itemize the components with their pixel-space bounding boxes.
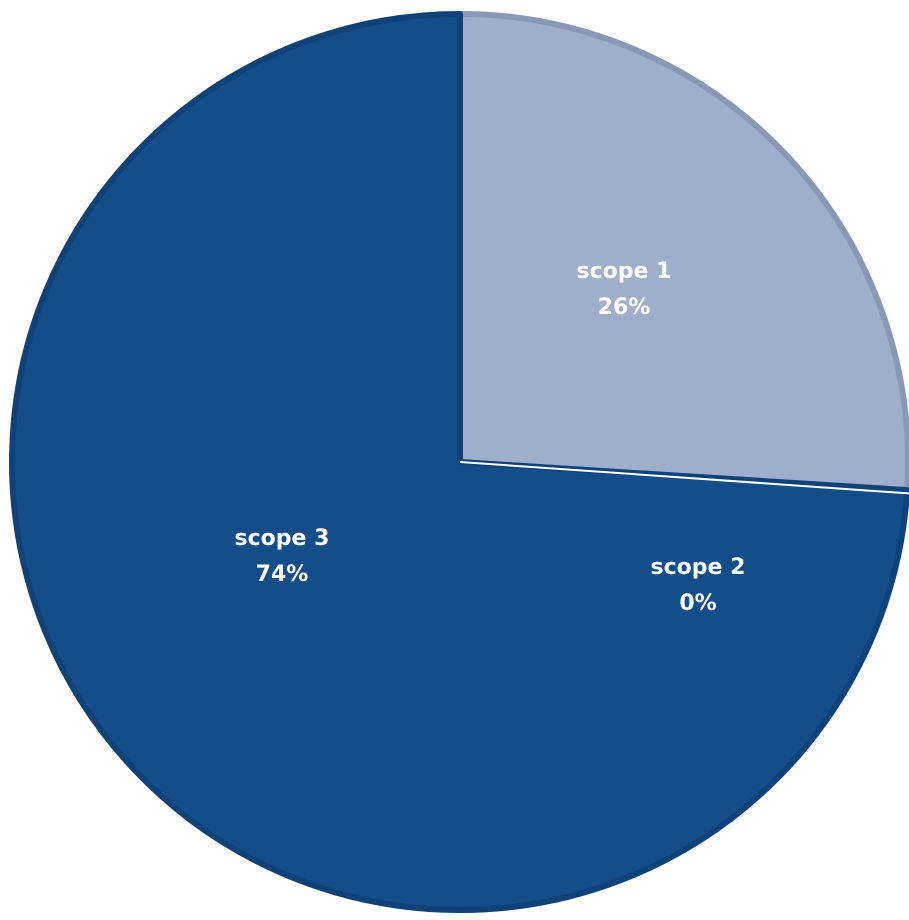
- data-label-scope-2: scope 2 0%: [651, 555, 746, 616]
- pie-labels: scope 1 26% scope 2 0% scope 3 74%: [235, 259, 746, 616]
- data-label-name-scope-1: scope 1: [577, 259, 672, 284]
- data-label-scope-1: scope 1 26%: [577, 259, 672, 320]
- data-label-name-scope-3: scope 3: [235, 526, 330, 551]
- data-label-value-scope-2: 0%: [679, 591, 716, 616]
- pie-slices: [9, 11, 909, 913]
- data-label-value-scope-1: 26%: [598, 295, 651, 320]
- pie-slice-scope-1: [457, 11, 909, 494]
- data-label-name-scope-2: scope 2: [651, 555, 746, 580]
- data-label-scope-3: scope 3 74%: [235, 526, 330, 587]
- pie-slice-separator: [459, 461, 909, 495]
- pie-slice-scope-3: [9, 11, 909, 913]
- data-label-value-scope-3: 74%: [256, 562, 309, 587]
